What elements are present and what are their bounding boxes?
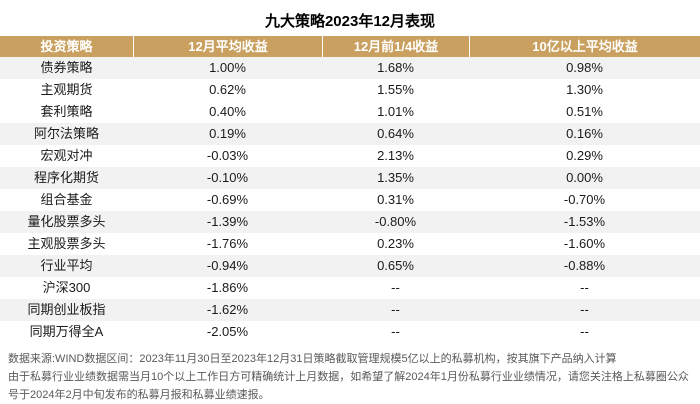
value-cell: -0.03% [206, 148, 249, 163]
strategy-name: 同期万得全A [29, 324, 104, 339]
value-cell: -0.80% [374, 214, 417, 229]
table-row: 套利策略 0.40% 1.01% 0.51% [0, 101, 700, 123]
value-cell: 1.00% [209, 60, 246, 75]
value-cell: -1.62% [206, 302, 249, 317]
table-row: 同期万得全A -2.05% -- -- [0, 321, 700, 343]
strategy-name: 主观股票多头 [27, 236, 106, 251]
value-cell: -- [391, 302, 400, 317]
table-body: 债券策略 1.00% 1.68% 0.98% 主观期货 0.62% 1.55% 1.30% 套利… [0, 57, 700, 343]
value-cell: 0.23% [377, 236, 414, 251]
strategy-name: 程序化期货 [33, 170, 99, 185]
table-row: 同期创业板指 -1.62% -- -- [0, 299, 700, 321]
strategy-name: 债券策略 [40, 60, 93, 75]
column-header-strategy: 投资策略 [40, 39, 93, 54]
table-row: 债券策略 1.00% 1.68% 0.98% [0, 57, 700, 79]
column-header-dec-top-quartile-return: 12月前1/4收益 [322, 36, 469, 57]
value-cell: 0.40% [209, 104, 246, 119]
value-cell: 0.51% [566, 104, 603, 119]
table-row: 量化股票多头 -1.39% -0.80% -1.53% [0, 211, 700, 233]
table-row: 程序化期货 -0.10% 1.35% 0.00% [0, 167, 700, 189]
footnote-line-source: 数据来源:WIND数据区间：2023年11月30日至2023年12月31日策略截… [8, 353, 617, 365]
value-cell: 0.00% [566, 170, 603, 185]
table-row: 组合基金 -0.69% 0.31% -0.70% [0, 189, 700, 211]
value-cell: 0.98% [566, 60, 603, 75]
value-cell: -1.86% [206, 280, 249, 295]
page-title: 九大策略2023年12月表现 [264, 13, 436, 30]
table-row: 主观期货 0.62% 1.55% 1.30% [0, 79, 700, 101]
table-row: 主观股票多头 -1.76% 0.23% -1.60% [0, 233, 700, 255]
value-cell: -- [580, 302, 589, 317]
column-header-dec-average-return: 12月平均收益 [133, 36, 322, 57]
strategy-performance-table: 投资策略 12月平均收益 12月前1/4收益 10亿以上平均收益 债券策略 1.0… [0, 36, 700, 343]
strategy-name: 同期创业板指 [27, 302, 106, 317]
value-cell: -1.60% [563, 236, 606, 251]
value-cell: -1.76% [206, 236, 249, 251]
value-cell: 1.55% [377, 82, 414, 97]
strategy-name: 量化股票多头 [27, 214, 106, 229]
value-cell: -0.88% [563, 258, 606, 273]
column-header-over-1b-average-return: 10亿以上平均收益 [469, 36, 700, 57]
strategy-name: 主观期货 [40, 82, 93, 97]
strategy-name: 组合基金 [40, 192, 93, 207]
table-row: 行业平均 -0.94% 0.65% -0.88% [0, 255, 700, 277]
value-cell: -0.70% [563, 192, 606, 207]
value-cell: 0.16% [566, 126, 603, 141]
value-cell: 1.30% [566, 82, 603, 97]
table-header-row: 投资策略 12月平均收益 12月前1/4收益 10亿以上平均收益 [0, 36, 700, 57]
footnote-line-notice: 由于私募行业业绩数据需当月10个以上工作日方可精确统计上月数据，如希望了解202… [8, 371, 689, 401]
value-cell: 0.31% [377, 192, 414, 207]
table-row: 阿尔法策略 0.19% 0.64% 0.16% [0, 123, 700, 145]
value-cell: -- [580, 280, 589, 295]
footnote: 数据来源:WIND数据区间：2023年11月30日至2023年12月31日策略截… [0, 350, 700, 404]
value-cell: -0.94% [206, 258, 249, 273]
value-cell: -1.39% [206, 214, 249, 229]
value-cell: 0.19% [209, 126, 246, 141]
value-cell: -- [580, 324, 589, 339]
strategy-name: 套利策略 [40, 104, 93, 119]
value-cell: -0.69% [206, 192, 249, 207]
value-cell: 1.01% [377, 104, 414, 119]
value-cell: -- [391, 280, 400, 295]
table-row: 沪深300 -1.86% -- -- [0, 277, 700, 299]
value-cell: 0.29% [566, 148, 603, 163]
value-cell: -2.05% [206, 324, 249, 339]
strategy-name: 宏观对冲 [40, 148, 93, 163]
value-cell: -0.10% [206, 170, 249, 185]
value-cell: -1.53% [563, 214, 606, 229]
value-cell: 0.62% [209, 82, 246, 97]
strategy-name: 沪深300 [42, 280, 91, 295]
value-cell: 0.64% [377, 126, 414, 141]
value-cell: -- [391, 324, 400, 339]
strategy-name: 阿尔法策略 [33, 126, 99, 141]
value-cell: 1.68% [377, 60, 414, 75]
table-row: 宏观对冲 -0.03% 2.13% 0.29% [0, 145, 700, 167]
value-cell: 2.13% [377, 148, 414, 163]
value-cell: 1.35% [377, 170, 414, 185]
value-cell: 0.65% [377, 258, 414, 273]
strategy-name: 行业平均 [40, 258, 93, 273]
